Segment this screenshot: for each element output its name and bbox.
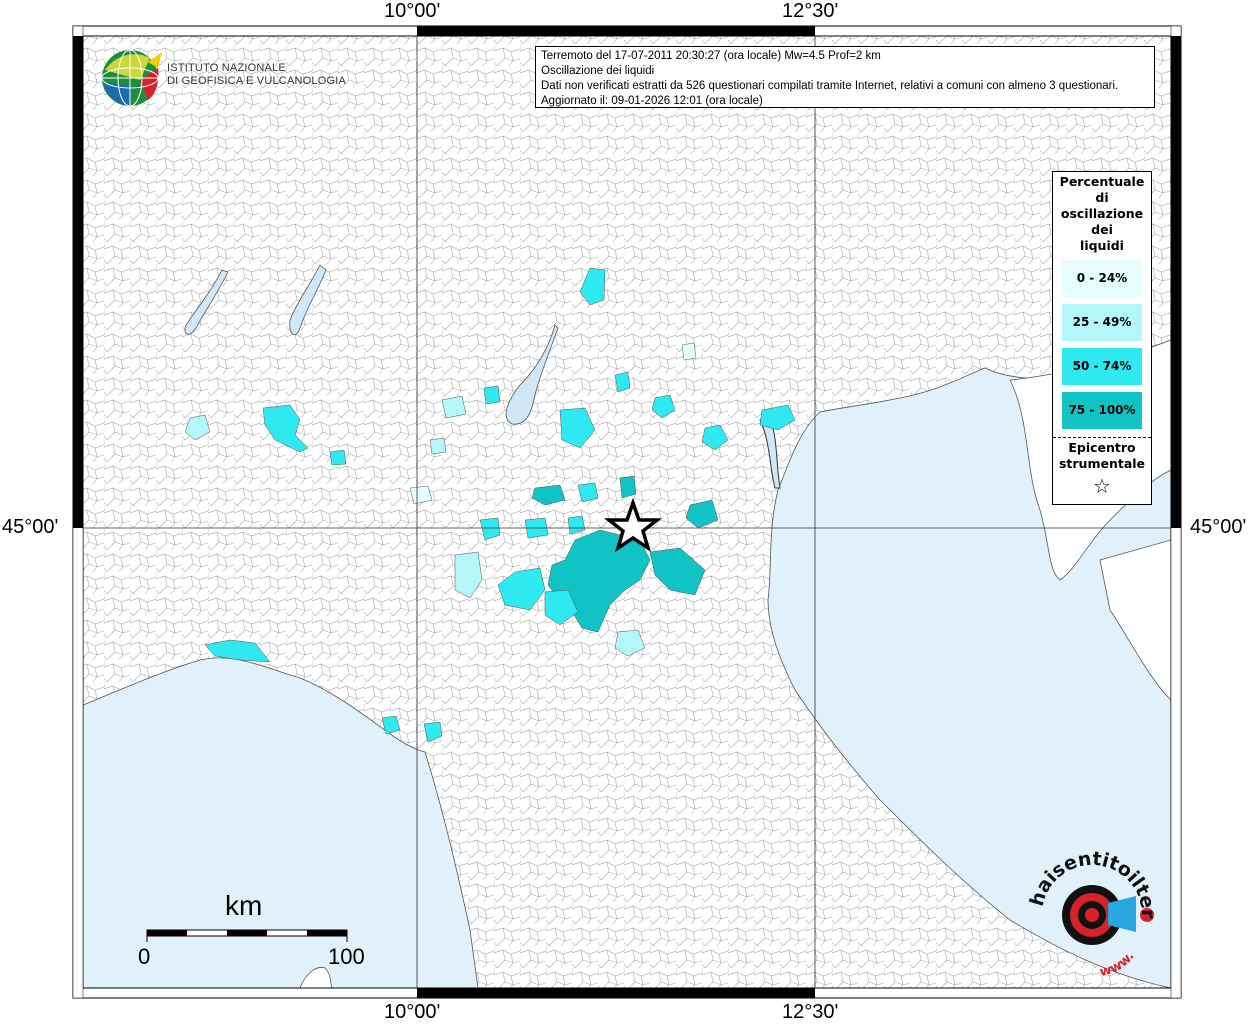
scalebar-unit: km bbox=[225, 890, 263, 921]
legend-title-line: liquidi bbox=[1080, 238, 1124, 253]
felt-areas bbox=[184, 267, 796, 743]
map-frame bbox=[72, 25, 1182, 999]
legend-title-line: Percentuale bbox=[1059, 174, 1145, 189]
lake-garda bbox=[505, 324, 559, 425]
legend-title-line: oscillazione bbox=[1060, 206, 1144, 221]
ingv-logo-text: ISTITUTO NAZIONALE DI GEOFISICA E VULCAN… bbox=[167, 62, 346, 88]
epicenter-legend-line: Epicentro bbox=[1068, 440, 1136, 455]
scalebar bbox=[146, 929, 348, 942]
lon-label-bottom-right: 12°30' bbox=[782, 1001, 839, 1023]
data-note: Dati non verificati estratti da 526 ques… bbox=[541, 80, 1119, 92]
map-subject: Oscillazione dei liquidi bbox=[541, 65, 655, 77]
epicenter-legend-line: strumentale bbox=[1058, 456, 1146, 471]
legend-divider bbox=[1053, 437, 1151, 438]
scalebar-max: 100 bbox=[328, 944, 365, 969]
legend-title-line: dei bbox=[1091, 222, 1113, 237]
event-info-box: Terremoto del 17-07-2011 20:30:27 (ora l… bbox=[535, 46, 1155, 108]
ingv-line2: DI GEOFISICA E VULCANOLOGIA bbox=[167, 75, 346, 87]
legend-class-3: 75 - 100% bbox=[1062, 392, 1142, 429]
epicenter-legend-title: Epicentro strumentale bbox=[1053, 438, 1151, 472]
scalebar-min: 0 bbox=[138, 944, 151, 969]
legend-class-0: 0 - 24% bbox=[1062, 260, 1142, 297]
lake-como bbox=[289, 264, 327, 336]
lat-label-left: 45°00' bbox=[2, 516, 59, 538]
lon-label-top-left: 10°00' bbox=[384, 0, 441, 22]
ingv-logo bbox=[101, 49, 162, 107]
legend: Percentuale di oscillazione dei liquidi … bbox=[1052, 171, 1152, 505]
lat-label-right: 45°00' bbox=[1190, 516, 1247, 538]
ingv-line1: ISTITUTO NAZIONALE bbox=[167, 62, 286, 74]
event-title: Terremoto del 17-07-2011 20:30:27 (ora l… bbox=[541, 50, 881, 62]
update-time: Aggiornato il: 09-01-2026 12:01 (ora loc… bbox=[541, 95, 763, 107]
lon-label-bottom-left: 10°00' bbox=[384, 1001, 441, 1023]
venice-lagoon bbox=[759, 417, 781, 489]
legend-class-2: 50 - 74% bbox=[1062, 348, 1142, 385]
legend-title-line: di bbox=[1095, 190, 1109, 205]
epicenter-star bbox=[603, 497, 663, 553]
legend-title: Percentuale di oscillazione dei liquidi bbox=[1053, 172, 1151, 254]
epicenter-legend-star-icon: ☆ bbox=[1093, 474, 1111, 498]
lake-maggiore bbox=[184, 269, 229, 335]
ligurian-sea bbox=[83, 657, 479, 988]
corsica bbox=[299, 967, 333, 988]
lon-label-top-right: 12°30' bbox=[782, 0, 839, 22]
legend-class-1: 25 - 49% bbox=[1062, 304, 1142, 341]
